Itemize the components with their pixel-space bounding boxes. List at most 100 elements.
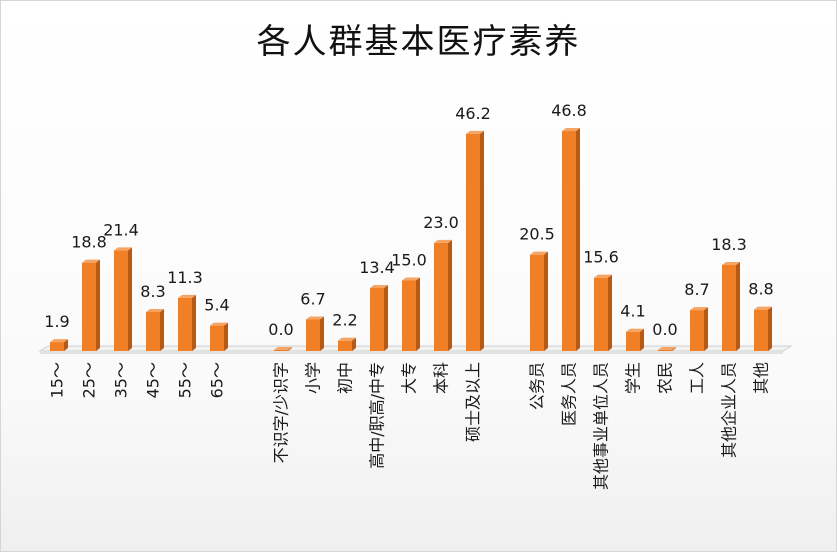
- bar: [754, 309, 768, 351]
- category-label-group: 15～ 25～ 35～ 45～ 55～ 65～ 不识字/少识字 小学 初中 高中/职高/中专 大专本…: [48, 362, 771, 490]
- value-label: 0.0: [652, 320, 677, 339]
- category-label: 15～: [48, 362, 67, 398]
- category-label: 其他企业人员: [720, 362, 739, 458]
- value-label: 18.3: [711, 235, 747, 254]
- category-label: 医务人员: [560, 362, 579, 426]
- category-label: 工人: [688, 362, 707, 394]
- bar-side: [224, 322, 228, 351]
- bar-top: [658, 347, 676, 350]
- category-label: 高中/职高/中专: [368, 362, 387, 469]
- bar-top: [370, 285, 388, 289]
- bar: [402, 280, 416, 351]
- bar-top: [562, 128, 580, 132]
- bar-top: [82, 259, 100, 263]
- bar: [466, 133, 480, 351]
- category-label: 学生: [624, 362, 643, 394]
- bar-side: [288, 347, 292, 351]
- value-label: 11.3: [167, 268, 203, 287]
- bar-side: [384, 285, 388, 351]
- value-label: 8.3: [140, 282, 165, 301]
- bar-side: [672, 347, 676, 351]
- bar-side: [640, 328, 644, 351]
- bar-group: [50, 128, 772, 351]
- bar: [306, 319, 320, 351]
- category-label: 公务员: [528, 362, 547, 410]
- bar-side: [320, 316, 324, 351]
- bar-side: [448, 239, 452, 351]
- value-label: 4.1: [620, 302, 645, 321]
- bar: [274, 350, 288, 351]
- bar: [50, 342, 64, 351]
- floor-front: [40, 351, 783, 354]
- value-label: 46.8: [551, 101, 587, 120]
- bar: [82, 262, 96, 351]
- bar-top: [146, 308, 164, 312]
- category-label: 其他: [752, 362, 771, 394]
- category-label: 55～: [176, 362, 195, 398]
- bar: [146, 311, 160, 351]
- category-label: 不识字/少识字: [272, 362, 291, 463]
- bar-top: [434, 239, 452, 243]
- bar: [722, 264, 736, 351]
- bar-side: [480, 130, 484, 351]
- bar-side: [736, 261, 740, 351]
- value-label: 21.4: [103, 220, 139, 239]
- bar: [562, 131, 576, 351]
- bar: [114, 250, 128, 351]
- chart-title: 各人群基本医疗素养: [256, 22, 581, 62]
- bar-top: [530, 251, 548, 255]
- bar-top: [402, 277, 420, 281]
- category-label: 大专: [400, 362, 419, 394]
- bar-side: [576, 128, 580, 351]
- bar-side: [64, 339, 68, 351]
- bar-side: [608, 274, 612, 351]
- bar-side: [352, 337, 356, 351]
- value-label: 6.7: [300, 290, 325, 309]
- value-label: 46.2: [455, 104, 491, 123]
- bar-top: [50, 339, 68, 343]
- bar-top: [754, 306, 772, 310]
- bar-side: [96, 259, 100, 351]
- bar-side: [704, 307, 708, 351]
- category-label: 农民: [656, 362, 675, 394]
- category-label: 35～: [112, 362, 131, 398]
- bar: [626, 331, 640, 351]
- bar-top: [210, 322, 228, 326]
- bar-top: [626, 328, 644, 332]
- value-label: 1.9: [44, 312, 69, 331]
- bar-top: [722, 261, 740, 265]
- bar: [594, 277, 608, 351]
- bar: [210, 325, 224, 351]
- value-label: 8.8: [748, 280, 773, 299]
- bar: [434, 242, 448, 351]
- value-label: 8.7: [684, 280, 709, 299]
- category-label: 本科: [432, 362, 451, 394]
- bar: [178, 297, 192, 351]
- category-label: 硕士及以上: [464, 362, 483, 442]
- bar: [658, 350, 672, 351]
- category-label: 25～: [80, 362, 99, 398]
- bar: [530, 254, 544, 351]
- bar-top: [114, 247, 132, 251]
- bar-side: [128, 247, 132, 351]
- value-label: 5.4: [204, 296, 229, 315]
- bar-top: [466, 130, 484, 134]
- value-label: 18.8: [71, 233, 107, 252]
- value-label: 15.6: [583, 248, 619, 267]
- bar-side: [544, 251, 548, 351]
- category-label: 初中: [336, 362, 355, 394]
- value-label: 13.4: [359, 258, 395, 277]
- category-label: 小学: [304, 362, 323, 394]
- bar-side: [768, 306, 772, 351]
- bar-side: [192, 294, 196, 351]
- bar-top: [274, 347, 292, 350]
- category-label: 其他事业单位人员: [592, 362, 611, 490]
- value-label: 15.0: [391, 251, 427, 270]
- bar-top: [690, 307, 708, 311]
- category-label: 45～: [144, 362, 163, 398]
- bar: [338, 340, 352, 351]
- bar-top: [338, 337, 356, 341]
- bar-side: [160, 308, 164, 351]
